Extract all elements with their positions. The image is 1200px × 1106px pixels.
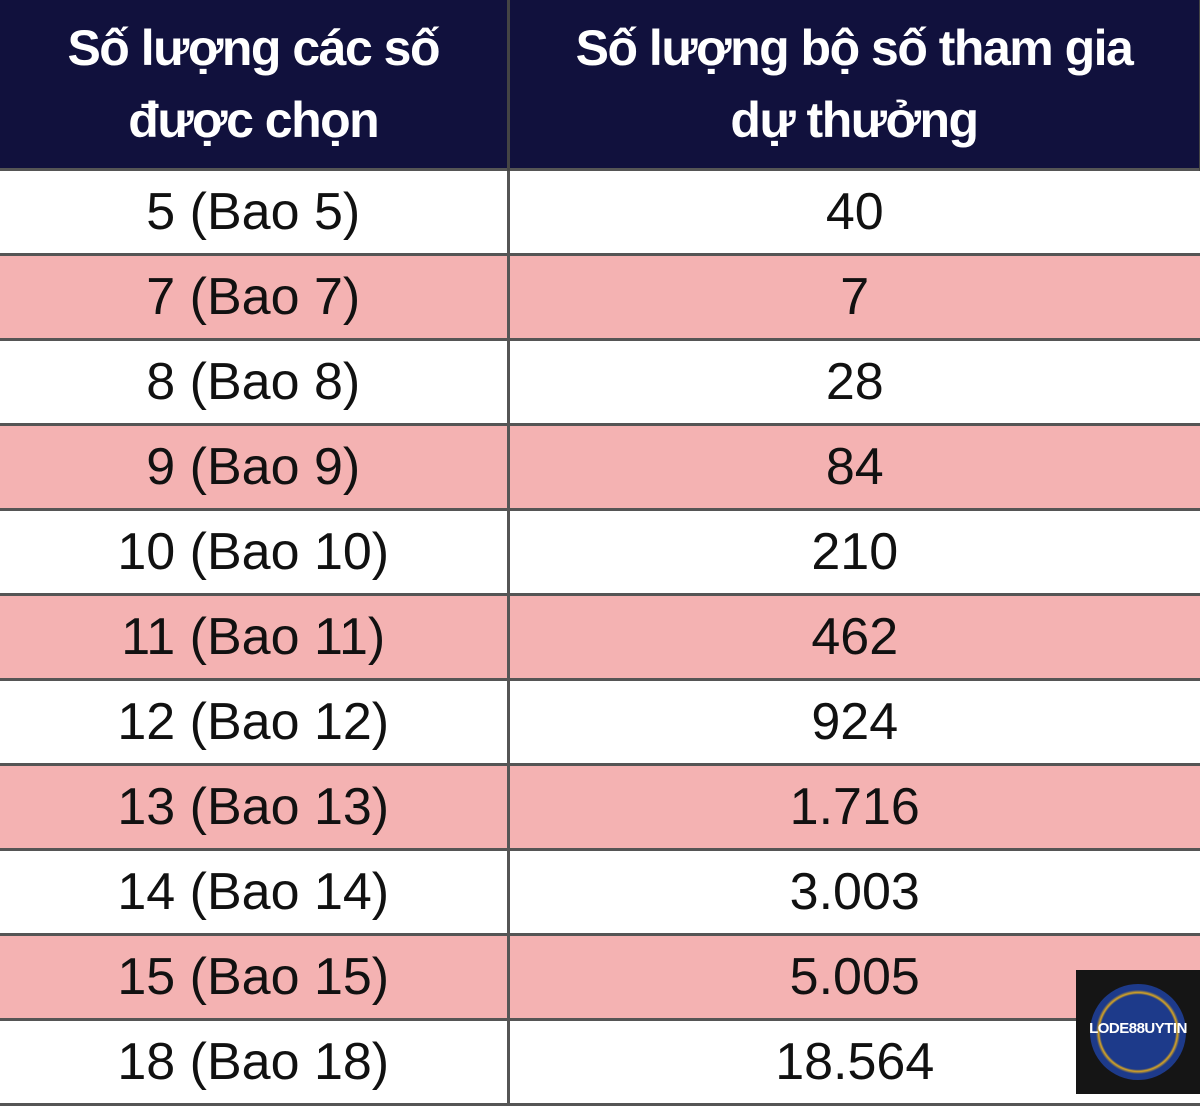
table-cell: 210	[508, 508, 1200, 596]
table-row: 11 (Bao 11) 462	[0, 593, 1200, 681]
logo-text: LODE88UYTIN	[1089, 1020, 1187, 1037]
table-cell: 5 (Bao 5)	[0, 168, 510, 256]
table-cell: 14 (Bao 14)	[0, 848, 510, 936]
table-cell: 18 (Bao 18)	[0, 1018, 510, 1106]
table-cell: 8 (Bao 8)	[0, 338, 510, 426]
logo: LODE88UYTIN	[1076, 970, 1200, 1094]
header-cell: Số lượng các số được chọn	[0, 0, 510, 170]
table-cell: 84	[508, 423, 1200, 511]
table-row: 12 (Bao 12) 924	[0, 678, 1200, 766]
table-row: 18 (Bao 18) 18.564	[0, 1018, 1200, 1106]
table-cell: 7	[508, 253, 1200, 341]
logo-badge	[1090, 984, 1186, 1080]
table-body: 5 (Bao 5) 40 7 (Bao 7) 7 8 (Bao 8) 28 9 (Bao 9…	[0, 168, 1200, 1106]
table-row: 8 (Bao 8) 28	[0, 338, 1200, 426]
header-line: Số lượng các số	[67, 20, 440, 76]
table-cell: 15 (Bao 15)	[0, 933, 510, 1021]
table-cell: 9 (Bao 9)	[0, 423, 510, 511]
table-cell: 11 (Bao 11)	[0, 593, 510, 681]
table-cell: 13 (Bao 13)	[0, 763, 510, 851]
table-cell: 924	[508, 678, 1200, 766]
table-cell: 10 (Bao 10)	[0, 508, 510, 596]
table-row: 5 (Bao 5) 40	[0, 168, 1200, 256]
header-row: Số lượng các số được chọn Số lượng bộ số t…	[0, 0, 1200, 170]
table-cell: 12 (Bao 12)	[0, 678, 510, 766]
table-cell: 3.003	[508, 848, 1200, 936]
table-row: 9 (Bao 9) 84	[0, 423, 1200, 511]
header-line: dự thưởng	[730, 92, 979, 148]
header-line: được chọn	[128, 92, 379, 148]
table-row: 14 (Bao 14) 3.003	[0, 848, 1200, 936]
table-cell: 7 (Bao 7)	[0, 253, 510, 341]
table-cell: 40	[508, 168, 1200, 256]
table-cell: 28	[508, 338, 1200, 426]
table-cell: 462	[508, 593, 1200, 681]
table-row: 13 (Bao 13) 1.716	[0, 763, 1200, 851]
table-row: 15 (Bao 15) 5.005	[0, 933, 1200, 1021]
header-line: Số lượng bộ số tham gia	[575, 20, 1134, 76]
table-row: 10 (Bao 10) 210	[0, 508, 1200, 596]
table-cell: 1.716	[508, 763, 1200, 851]
table-row: 7 (Bao 7) 7	[0, 253, 1200, 341]
header-cell: Số lượng bộ số tham gia dự thưởng	[508, 0, 1200, 170]
